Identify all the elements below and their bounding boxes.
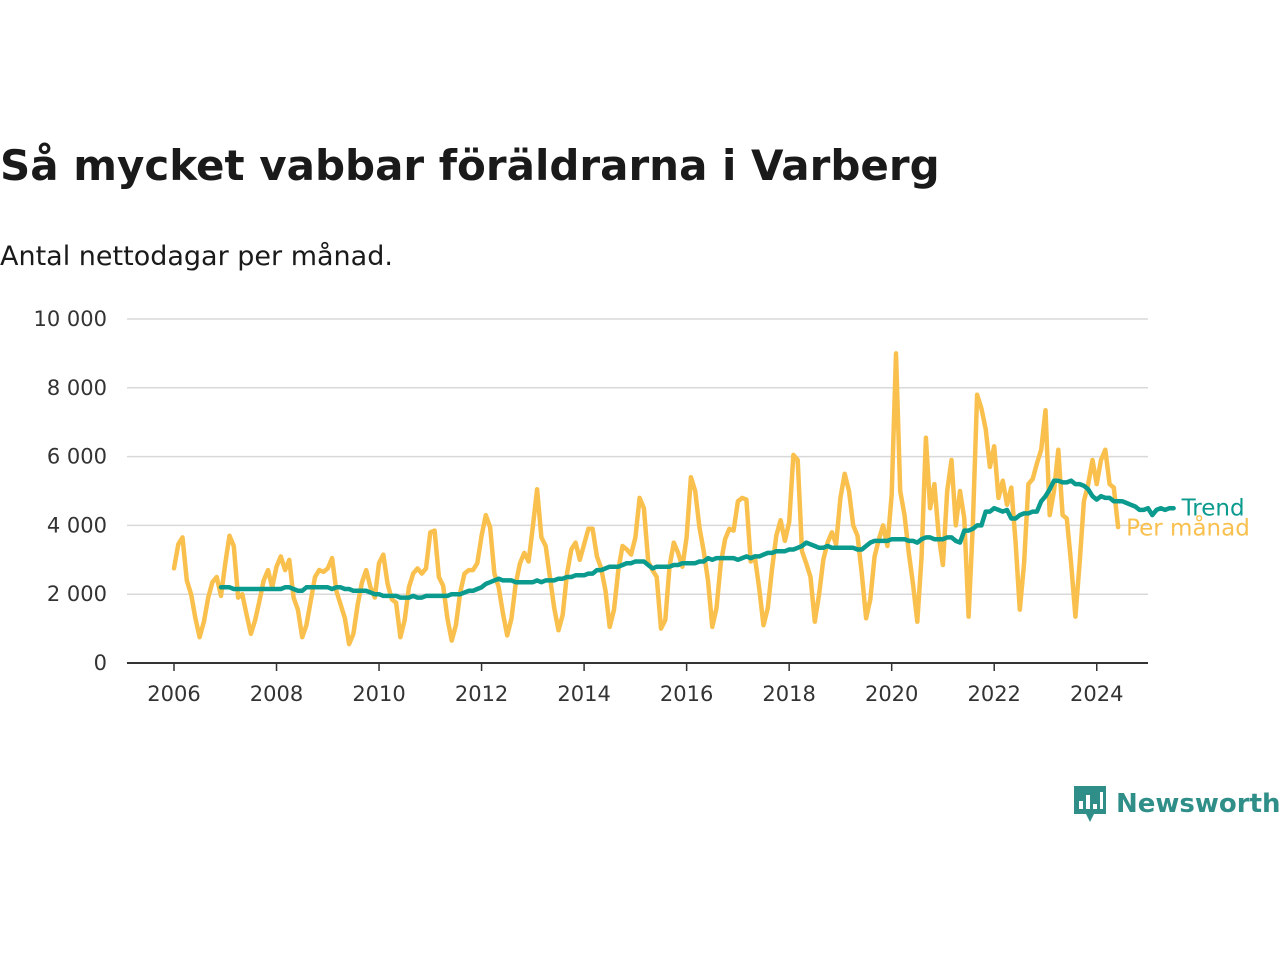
series-label: Trend: [1181, 496, 1245, 522]
x-tick-label: 2018: [762, 682, 815, 706]
y-tick-label: 4 000: [47, 513, 107, 537]
series-line-per-m-nad: [171, 351, 1121, 647]
chart-title: Så mycket vabbar föräldrarna i Varberg: [0, 141, 940, 190]
y-tick-label: 0: [94, 651, 107, 675]
x-tick-label: 2016: [660, 682, 713, 706]
x-tick-label: 2010: [352, 682, 405, 706]
chart-subtitle: Antal nettodagar per månad.: [0, 241, 393, 272]
x-tick-label: 2014: [557, 682, 610, 706]
y-tick-label: 2 000: [47, 582, 107, 606]
x-tick-label: 2006: [147, 682, 200, 706]
y-tick-label: 6 000: [47, 445, 107, 469]
series-lines: [171, 351, 1176, 647]
y-tick-label: 10 000: [34, 307, 107, 331]
x-tick-label: 2020: [865, 682, 918, 706]
newsworthy-logo: Newsworthy: [1072, 784, 1280, 824]
x-tick-label: 2012: [455, 682, 508, 706]
series-label: Per månad: [1126, 514, 1250, 542]
series-line-trend: [218, 478, 1176, 600]
x-tick-label: 2024: [1070, 682, 1123, 706]
y-tick-label: 8 000: [47, 376, 107, 400]
x-tick-label: 2022: [967, 682, 1020, 706]
y-axis-ticks: 0 2 000 4 000 6 000 8 000 10 000: [34, 307, 107, 675]
newsworthy-logo-icon: [1074, 786, 1106, 822]
brand-name: Newsworthy: [1116, 789, 1280, 819]
x-tick-label: 2008: [250, 682, 303, 706]
x-axis-ticks: 2006 2008 2010 2012 2014 2016 2018 2020 2022 2024: [127, 662, 1148, 706]
line-chart: 0 2 000 4 000 6 000 8 000 10 000 2006 2008 2010…: [34, 307, 1250, 706]
